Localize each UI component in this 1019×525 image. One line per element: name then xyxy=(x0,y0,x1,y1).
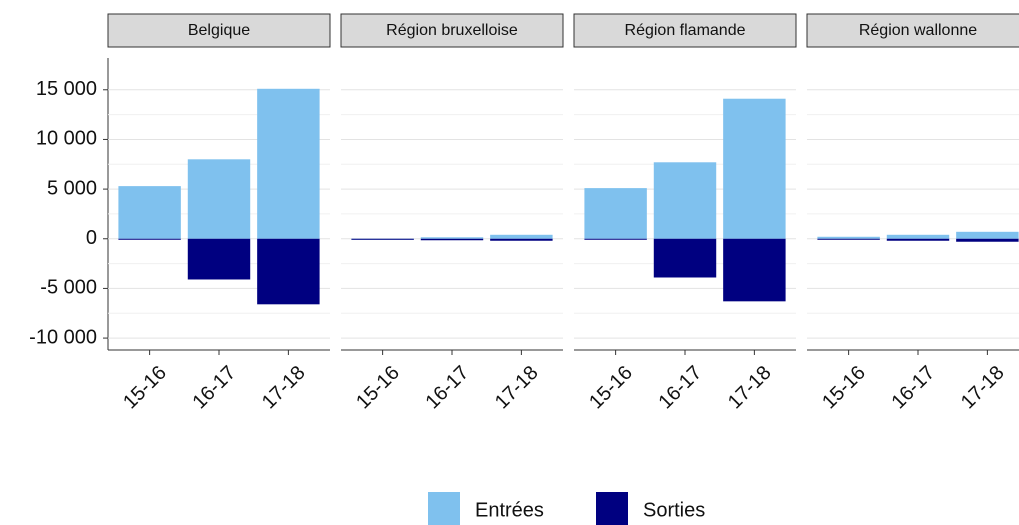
facet-strip xyxy=(340,13,564,48)
facet-strip xyxy=(107,13,331,48)
bar xyxy=(490,234,553,239)
facet-title: Région bruxelloise xyxy=(386,22,518,39)
x-tick-label: 17-18 xyxy=(724,362,776,414)
bar xyxy=(118,186,181,239)
legend-label: Sorties xyxy=(643,499,705,521)
y-tick-label: 0 xyxy=(86,227,97,249)
x-tick-label: 16-17 xyxy=(422,362,474,414)
bar xyxy=(886,234,950,239)
legend-swatch xyxy=(596,492,628,525)
bar xyxy=(886,238,950,241)
x-tick-label: 16-17 xyxy=(655,362,707,414)
bar xyxy=(351,238,414,240)
bar xyxy=(490,238,553,241)
y-tick-label: -10 000 xyxy=(29,326,97,348)
bar xyxy=(187,238,251,280)
x-tick-label: 17-18 xyxy=(258,362,310,414)
y-tick-label: 10 000 xyxy=(36,128,97,150)
x-tick-label: 15-16 xyxy=(119,362,171,414)
facet-title: Région wallonne xyxy=(859,22,977,39)
bar xyxy=(420,238,484,241)
y-tick-label: -5 000 xyxy=(40,277,97,299)
facet-strip xyxy=(573,13,797,48)
legend-label: Entrées xyxy=(475,499,544,521)
x-tick-label: 16-17 xyxy=(189,362,241,414)
x-tick-label: 17-18 xyxy=(491,362,543,414)
bar xyxy=(187,159,251,239)
bar xyxy=(257,238,320,305)
bar xyxy=(257,88,320,239)
bar xyxy=(817,236,880,239)
bar xyxy=(118,238,181,240)
y-tick-label: 15 000 xyxy=(36,78,97,100)
x-tick-label: 15-16 xyxy=(585,362,637,414)
bar xyxy=(723,238,786,302)
facet-strip xyxy=(806,13,1019,48)
x-tick-label: 15-16 xyxy=(352,362,404,414)
y-tick-label: 5 000 xyxy=(47,177,97,199)
bar xyxy=(956,231,1019,239)
bar xyxy=(584,188,647,239)
facet-title: Région flamande xyxy=(625,22,746,39)
bar xyxy=(653,238,717,278)
x-tick-label: 17-18 xyxy=(957,362,1009,414)
facet-title: Belgique xyxy=(188,22,250,39)
bar xyxy=(653,162,717,239)
bar xyxy=(817,238,880,240)
x-tick-label: 16-17 xyxy=(888,362,940,414)
bar xyxy=(723,98,786,239)
bar xyxy=(956,238,1019,242)
bar xyxy=(420,237,484,239)
legend-swatch xyxy=(428,492,460,525)
bar xyxy=(584,238,647,240)
x-tick-label: 15-16 xyxy=(818,362,870,414)
